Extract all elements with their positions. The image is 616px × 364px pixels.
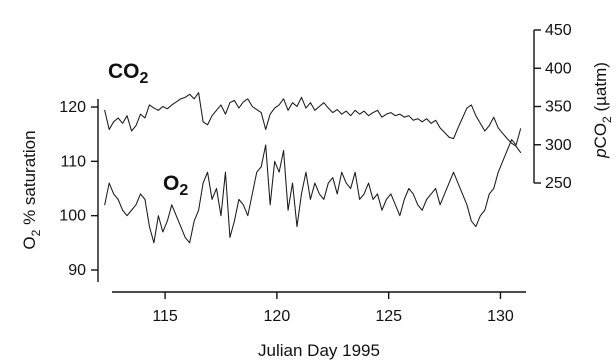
right-y-tick-label: 350: [545, 99, 572, 116]
axes-layer: [91, 29, 541, 299]
x-tick-label: 130: [487, 308, 514, 325]
left-y-tick-label: 90: [68, 262, 86, 279]
x-axis-title: Julian Day 1995: [258, 341, 380, 360]
o2-series-label: O2: [163, 172, 188, 199]
co2-series-label: CO2: [108, 60, 149, 87]
right-y-tick-label: 300: [545, 137, 572, 154]
series-layer: [104, 92, 522, 244]
x-tick-label: 115: [152, 308, 178, 325]
left-y-tick-label: 110: [60, 153, 86, 170]
labels-layer: 90 100 110 120 250 300 350 400 450 115 120 125 130 Ju…: [20, 22, 614, 360]
right-y-tick-label: 450: [545, 22, 572, 39]
left-y-axis-title: O2 % saturation: [20, 130, 43, 249]
right-y-tick-label: 250: [545, 175, 572, 192]
right-y-tick-label: 400: [545, 60, 572, 77]
x-tick-label: 125: [375, 308, 402, 325]
right-y-axis-title: pCO2 (µatm): [591, 62, 614, 159]
x-tick-label: 120: [264, 308, 291, 325]
o2-series-line: [104, 128, 522, 244]
left-y-tick-label: 100: [59, 208, 86, 225]
left-y-tick-label: 120: [59, 99, 86, 116]
co2-series-line: [104, 92, 522, 153]
